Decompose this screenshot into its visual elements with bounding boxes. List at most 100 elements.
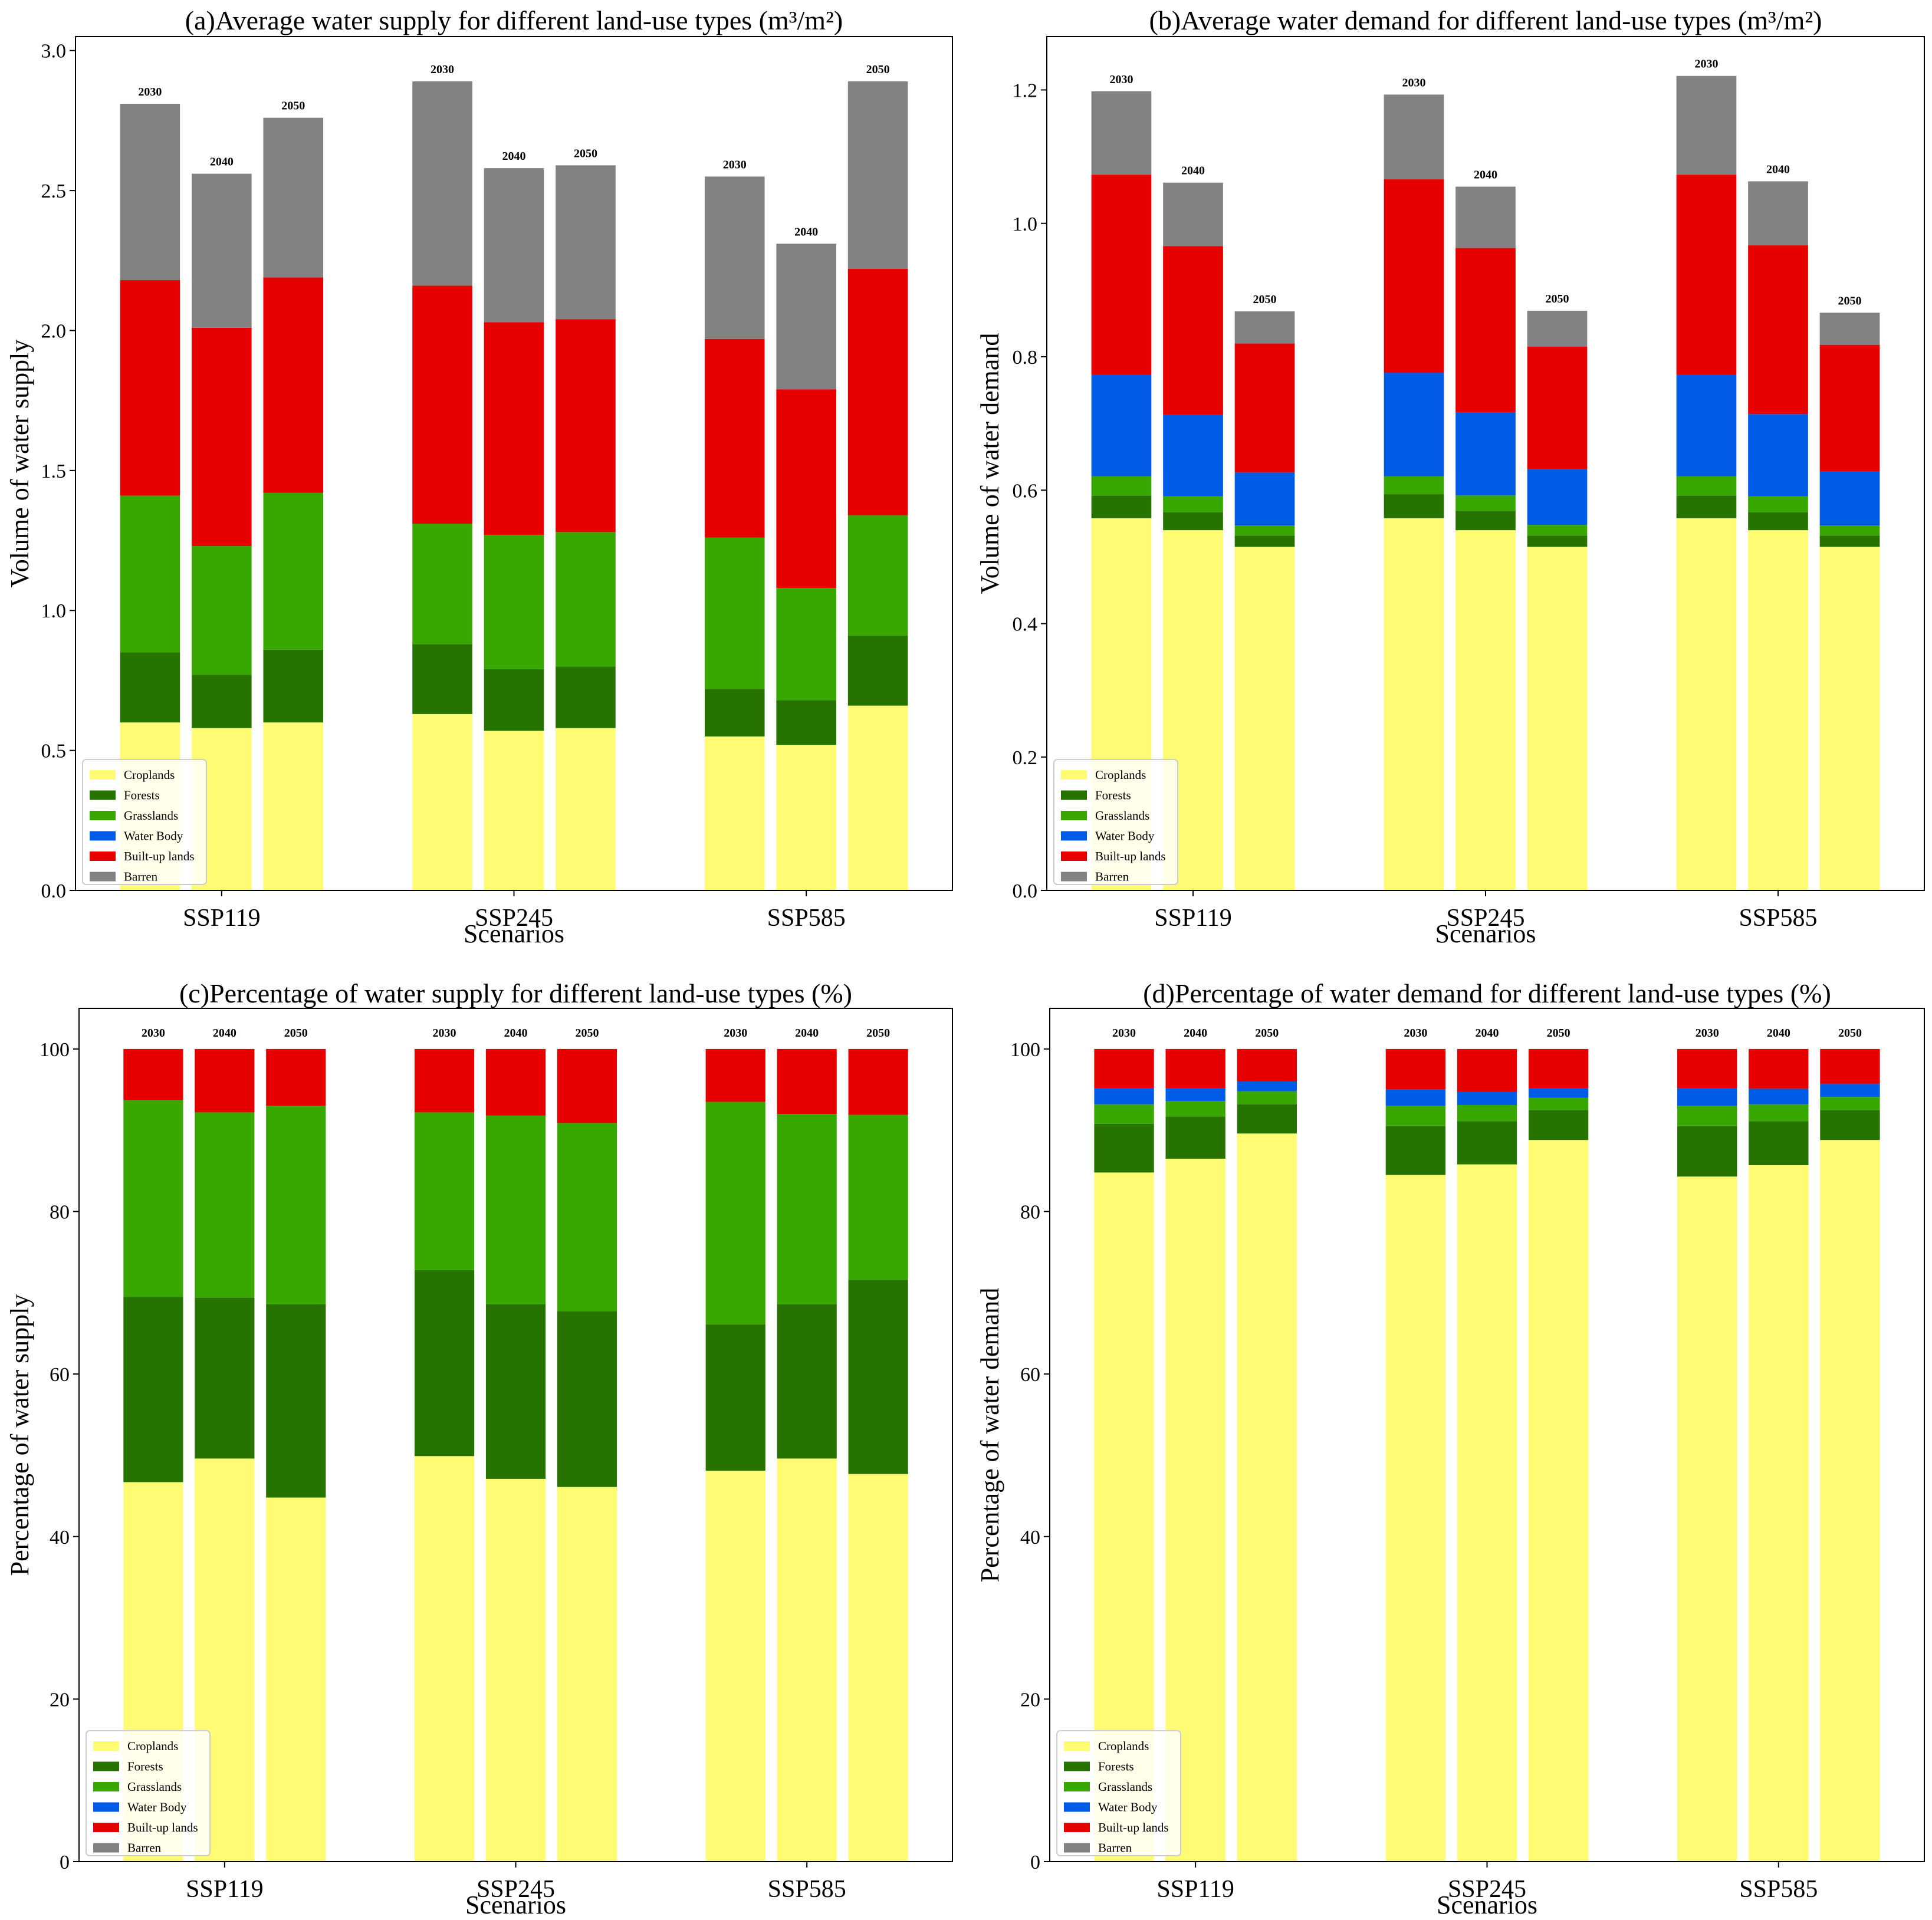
bar-segment-grasslands <box>1237 1091 1297 1104</box>
bar-segment-forests <box>1165 1116 1225 1159</box>
legend-swatch-croplands <box>90 770 116 780</box>
bar-segment-built-up-lands <box>1528 1048 1589 1089</box>
bar-segment-built-up-lands <box>557 1048 617 1123</box>
bar-segment-grasslands <box>776 588 836 701</box>
legend-swatch-built-up <box>1064 1823 1090 1832</box>
bar-segment-water-body <box>1385 1089 1446 1106</box>
bar-segment-forests <box>1819 535 1880 547</box>
legend-swatch-water-body <box>90 831 116 841</box>
y-tick-label: 1.2 <box>1013 80 1038 102</box>
plot-frame <box>1046 36 1925 891</box>
bar-segment-forests <box>1385 1126 1446 1175</box>
bar-segment-built-up-lands <box>556 319 616 532</box>
bar-segment-grasslands <box>263 492 324 650</box>
bar-segment-croplands <box>1237 1133 1297 1862</box>
legend-swatch-grasslands <box>93 1782 119 1791</box>
legend-label-built-up: Built-up lands <box>1098 1820 1169 1834</box>
chart-title: (c)Percentage of water supply for differ… <box>179 978 852 1008</box>
legend-swatch-water-body <box>93 1802 119 1812</box>
bar-segment-forests <box>263 649 324 723</box>
bar-segment-built-up-lands <box>1455 248 1516 412</box>
legend-label-barren: Barren <box>1098 1841 1132 1855</box>
legend-swatch-built-up <box>93 1823 119 1832</box>
bar-segment-grasslands <box>1527 525 1588 536</box>
legend-swatch-built-up <box>90 851 116 861</box>
y-tick-label: 0.2 <box>1013 747 1038 769</box>
bar-segment-croplands <box>1820 1140 1880 1862</box>
bar-segment-grasslands <box>1457 1104 1517 1122</box>
bar-segment-croplands <box>1748 530 1808 890</box>
x-tick-label-ssp119: SSP119 <box>183 905 261 932</box>
bar-segment-croplands <box>1455 530 1516 890</box>
year-label: 2050 <box>1838 1027 1862 1040</box>
bar-segment-grasslands <box>848 1114 908 1280</box>
bar-segment-forests <box>195 1297 255 1459</box>
legend: Croplands Forests Grasslands Water Body Buil… <box>86 1730 211 1856</box>
bar-segment-built-up-lands <box>1527 347 1588 469</box>
bar-segment-barren <box>1163 182 1223 246</box>
panel-d: (d)Percentage of water demand for differ… <box>975 978 1925 1919</box>
y-axis-label: Volume of water supply <box>5 340 34 588</box>
x-axis-label: Scenarios <box>464 919 564 948</box>
year-label: 2050 <box>1838 294 1862 307</box>
bar-segment-barren <box>1676 75 1737 175</box>
bar-segment-barren <box>556 165 616 320</box>
year-label: 2030 <box>431 63 454 76</box>
bar-segment-croplands <box>1819 547 1880 890</box>
bar-segment-barren <box>1527 310 1588 347</box>
bar-segment-forests <box>556 666 616 728</box>
bar-segment-forests <box>847 635 908 706</box>
bar-segment-built-up-lands <box>1749 1048 1809 1089</box>
legend-swatch-forests <box>1061 790 1087 800</box>
bar-segment-barren <box>1819 313 1880 345</box>
bar-segment-grasslands <box>1165 1101 1225 1117</box>
year-label: 2040 <box>1181 165 1205 177</box>
year-label: 2030 <box>1402 76 1425 89</box>
bar-segment-croplands <box>848 1474 908 1862</box>
year-label: 2040 <box>794 225 818 238</box>
legend-label-barren: Barren <box>124 870 158 884</box>
bar-segment-water-body <box>1749 1089 1809 1104</box>
bar-segment-water-body <box>1163 415 1223 497</box>
x-tick-label-ssp119: SSP119 <box>1156 1876 1234 1903</box>
bar-segment-built-up-lands <box>414 1048 475 1113</box>
year-label: 2040 <box>1766 163 1790 176</box>
x-tick-label-ssp119: SSP119 <box>1154 905 1232 932</box>
bar-segment-grasslands <box>557 1123 617 1312</box>
y-tick-label: 0.6 <box>1013 480 1038 502</box>
year-label: 2050 <box>281 100 305 113</box>
bar-segment-forests <box>777 1304 837 1459</box>
legend-label-croplands: Croplands <box>124 768 175 782</box>
y-tick-label: 80 <box>50 1202 70 1224</box>
bar-segment-croplands <box>847 705 908 890</box>
bar-segment-built-up-lands <box>1094 1048 1154 1089</box>
bar-segment-croplands <box>412 714 472 890</box>
legend-label-water-body: Water Body <box>124 829 183 843</box>
bar-segment-croplands <box>1749 1165 1809 1862</box>
legend-swatch-water-body <box>1061 831 1087 841</box>
bar-segment-barren <box>704 176 765 339</box>
legend-swatch-barren <box>93 1843 119 1853</box>
legend-swatch-water-body <box>1064 1802 1090 1812</box>
x-axis-label: Scenarios <box>1435 919 1536 948</box>
bar-segment-built-up-lands <box>1748 245 1808 415</box>
bar-segment-barren <box>776 244 836 390</box>
legend-swatch-croplands <box>93 1741 119 1751</box>
bar-segment-built-up-lands <box>192 327 252 547</box>
y-tick-label: 20 <box>1020 1689 1040 1711</box>
legend-label-water-body: Water Body <box>1098 1800 1158 1814</box>
legend-swatch-forests <box>90 790 116 800</box>
bar-segment-forests <box>1457 1121 1517 1165</box>
year-label: 2040 <box>1474 169 1497 182</box>
legend-label-croplands: Croplands <box>1095 768 1146 782</box>
bar-segment-croplands <box>776 745 836 890</box>
bar-segment-forests <box>1094 1123 1154 1173</box>
chart-title: (d)Percentage of water demand for differ… <box>1143 978 1831 1008</box>
bar-segment-built-up-lands <box>123 1048 183 1100</box>
legend-label-grasslands: Grasslands <box>1095 808 1149 823</box>
bar-segment-water-body <box>1677 1088 1737 1106</box>
bar-segment-built-up-lands <box>1091 175 1152 375</box>
year-label: 2040 <box>1767 1027 1790 1040</box>
bar-segment-forests <box>414 1270 475 1457</box>
year-label: 2050 <box>866 63 890 76</box>
